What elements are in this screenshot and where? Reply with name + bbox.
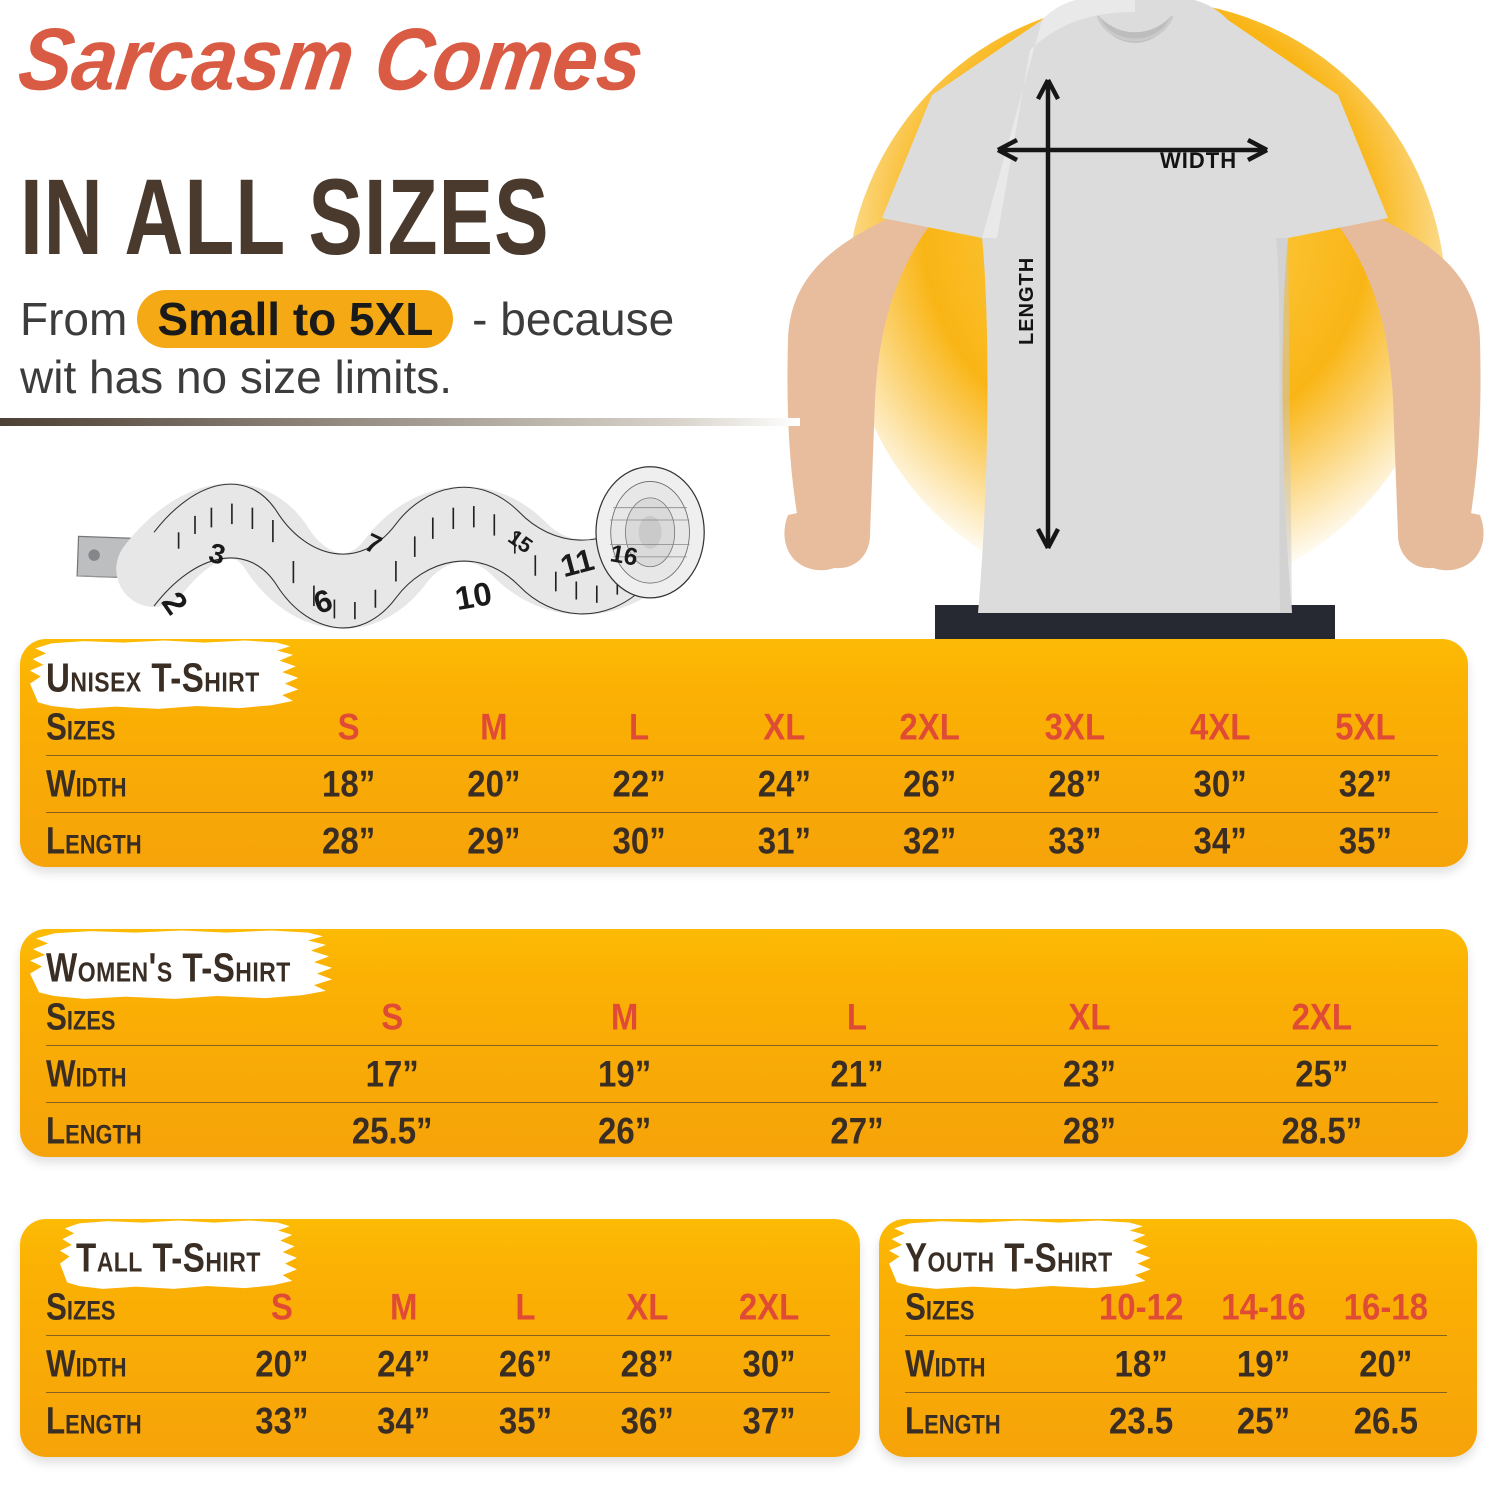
svg-text:16: 16 — [608, 540, 640, 571]
svg-text:LENGTH: LENGTH — [1016, 257, 1038, 345]
svg-text:WIDTH: WIDTH — [1160, 148, 1237, 173]
svg-text:10: 10 — [452, 574, 494, 617]
